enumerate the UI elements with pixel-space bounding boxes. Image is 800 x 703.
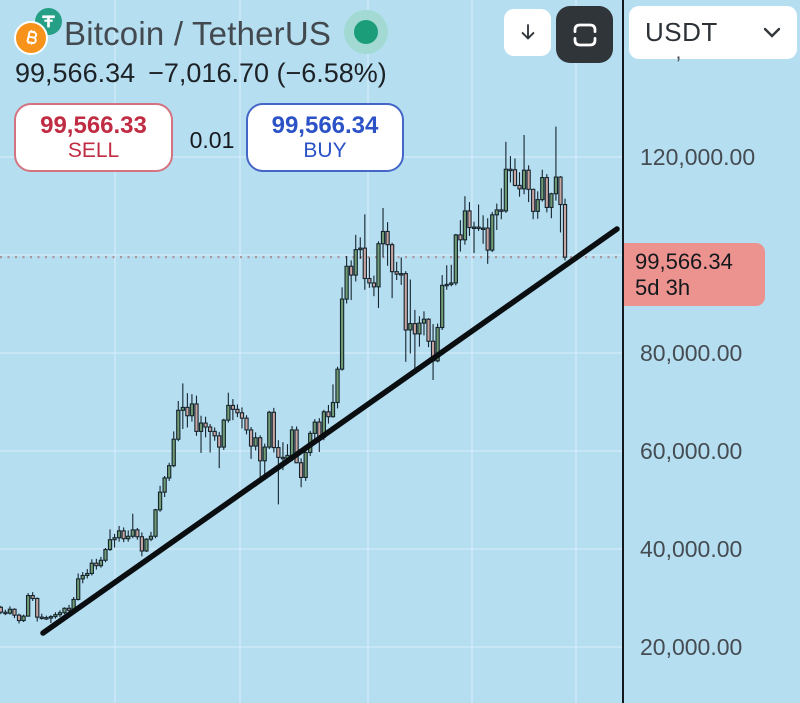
axis-tick-label: 80,000.00 — [640, 340, 743, 366]
chart-header: Bitcoin / TetherUS 99,566.34 −7,016.70 (−… — [0, 0, 622, 190]
currency-selector[interactable]: USDT — [629, 6, 797, 59]
axis-tick-label: 40,000.00 — [640, 536, 743, 562]
badge-countdown: 5d 3h — [635, 275, 691, 301]
candles-layer — [0, 126, 568, 624]
buy-label: BUY — [303, 139, 347, 163]
last-price: 99,566.34 — [15, 58, 136, 88]
trendline-drawing[interactable] — [40, 226, 620, 636]
price-axis-line — [622, 0, 624, 703]
axis-tick-label: 20,000.00 — [640, 634, 743, 660]
price-axis-panel[interactable]: 120,000.00 80,000.00 60,000.00 40,000.00 20,… — [622, 0, 800, 703]
bitcoin-symbol-icon — [26, 30, 38, 45]
expand-frame-icon — [573, 23, 596, 46]
pair-title: Bitcoin / TetherUS — [64, 15, 332, 52]
sell-button[interactable]: 99,566.33 SELL — [14, 103, 173, 172]
chevron-down-icon — [763, 27, 781, 38]
market-status-dot — [354, 20, 378, 44]
last-price-row: 99,566.34 −7,016.70 (−6.58%) — [15, 58, 387, 89]
currency-selector-value: USDT — [645, 17, 718, 47]
axis-tick-label: 120,000.00 — [640, 144, 756, 170]
buy-button[interactable]: 99,566.34 BUY — [246, 103, 404, 172]
candlestick-chart[interactable] — [0, 0, 622, 703]
pair-coin-icons — [14, 8, 64, 56]
buy-price: 99,566.34 — [271, 111, 379, 139]
sell-label: SELL — [67, 139, 120, 163]
stray-tick-mark: ’ — [676, 52, 681, 77]
sell-price: 99,566.33 — [40, 111, 147, 139]
current-price-badge: 99,566.34 5d 3h — [624, 243, 765, 307]
expand-button[interactable] — [556, 6, 613, 63]
price-change: −7,016.70 (−6.58%) — [148, 58, 387, 88]
axis-tick-label: 60,000.00 — [640, 438, 743, 464]
download-button[interactable] — [504, 9, 551, 56]
tether-symbol-icon — [42, 15, 55, 28]
spread-value: 0.01 — [189, 127, 235, 153]
badge-price: 99,566.34 — [635, 249, 733, 275]
bitcoin-coin-icon — [14, 21, 48, 55]
download-arrow-icon — [520, 23, 535, 40]
